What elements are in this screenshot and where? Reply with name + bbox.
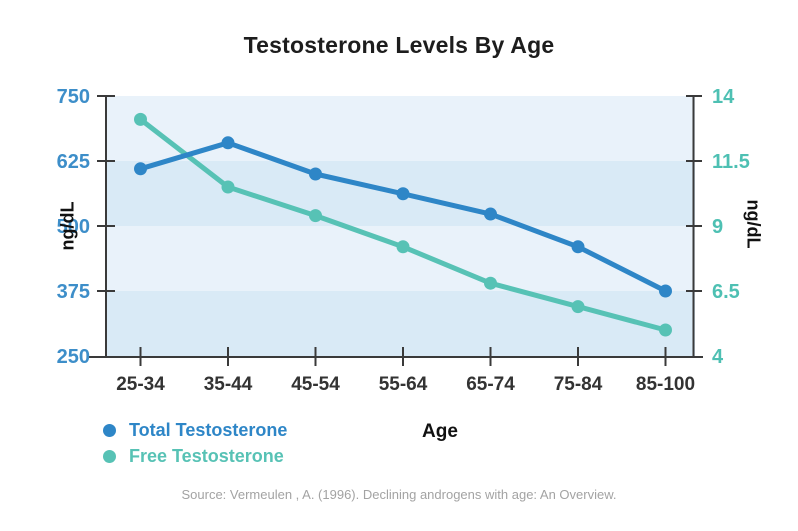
x-tick-label: 75-84 <box>554 374 603 395</box>
plot-band <box>106 291 695 356</box>
data-point-free-testosterone <box>571 300 585 314</box>
data-point-total-testosterone <box>396 187 410 201</box>
legend-dot-total-icon <box>103 424 116 437</box>
left-y-tick-label: 750 <box>57 86 90 108</box>
x-tick-label: 35-44 <box>204 374 253 395</box>
data-point-total-testosterone <box>484 207 497 221</box>
right-y-tick-label: 4 <box>712 346 724 368</box>
data-point-free-testosterone <box>134 112 147 126</box>
legend-label-free: Free Testosterone <box>129 446 284 466</box>
left-y-tick-label: 250 <box>57 346 90 368</box>
legend-item-free-testosterone: Free Testosterone <box>103 446 287 467</box>
data-point-total-testosterone <box>134 162 147 176</box>
data-point-free-testosterone <box>484 276 497 290</box>
data-point-total-testosterone <box>571 240 585 254</box>
left-y-tick-label: 375 <box>57 281 90 303</box>
right-y-axis-title: ng/dL <box>743 199 764 249</box>
x-tick-label: 45-54 <box>291 374 340 395</box>
data-point-total-testosterone <box>221 136 235 150</box>
legend-label-total: Total Testosterone <box>129 420 288 440</box>
data-point-free-testosterone <box>221 180 235 194</box>
right-y-tick-label: 14 <box>712 86 735 108</box>
x-axis-title: Age <box>422 421 458 442</box>
right-y-tick-label: 6.5 <box>712 281 740 303</box>
chart-title: Testosterone Levels By Age <box>243 32 555 58</box>
left-y-tick-label: 500 <box>57 216 90 238</box>
x-tick-label: 85-100 <box>636 374 695 395</box>
data-point-total-testosterone <box>659 284 672 298</box>
x-tick-label: 65-74 <box>466 374 515 395</box>
data-point-free-testosterone <box>396 240 410 254</box>
left-y-axis-title: ng/dL <box>57 201 78 251</box>
left-y-tick-label: 625 <box>57 151 90 173</box>
data-point-free-testosterone <box>659 323 672 337</box>
right-y-tick-label: 11.5 <box>712 151 750 173</box>
right-y-tick-label: 9 <box>712 216 723 238</box>
legend-item-total-testosterone: Total Testosterone <box>103 420 287 441</box>
x-tick-label: 25-34 <box>116 374 165 395</box>
legend: Total Testosterone Free Testosterone <box>103 420 287 472</box>
x-tick-label: 55-64 <box>379 374 428 395</box>
data-point-total-testosterone <box>309 167 322 181</box>
source-citation: Source: Vermeulen , A. (1996). Declining… <box>181 487 617 502</box>
legend-dot-free-icon <box>103 450 116 463</box>
data-point-free-testosterone <box>309 209 322 223</box>
